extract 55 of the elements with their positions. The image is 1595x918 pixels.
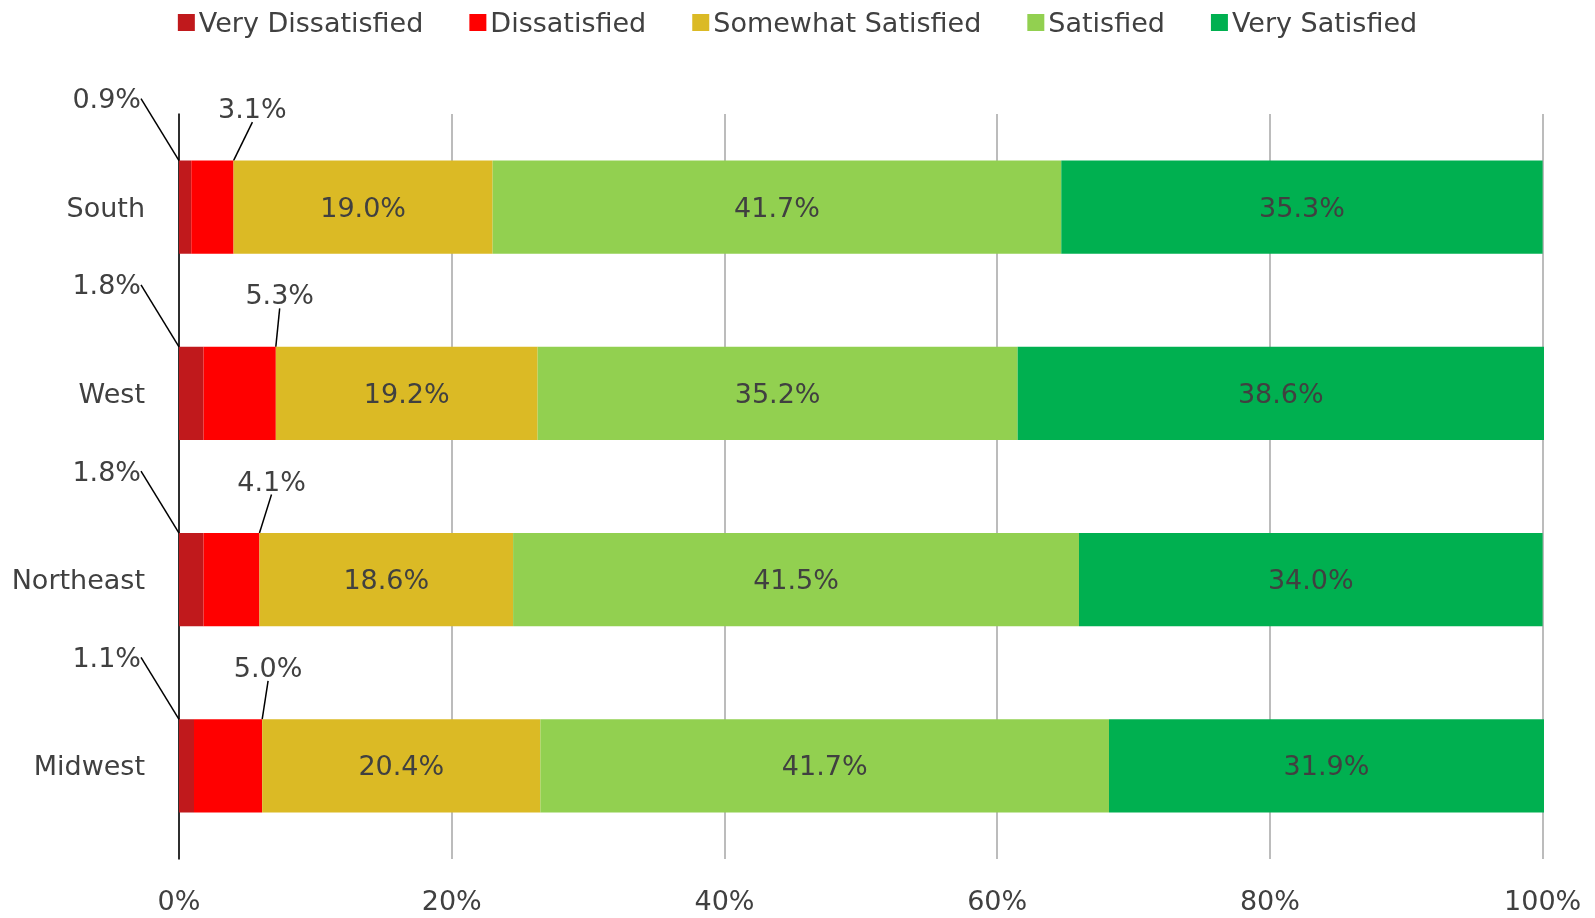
x-tick-label: 20% [421, 885, 482, 916]
bar [194, 719, 263, 813]
legend-label: Somewhat Satisfied [713, 7, 982, 38]
x-tick-label: 100% [1504, 885, 1582, 916]
data-label: 1.8% [72, 455, 141, 487]
data-label: 41.7% [781, 750, 868, 782]
data-label: 20.4% [358, 750, 445, 782]
data-label: 1.8% [72, 269, 141, 301]
x-tick-label: 60% [967, 885, 1028, 916]
legend-label: Very Dissatisfied [198, 7, 424, 38]
bar [179, 346, 204, 440]
data-label: 1.1% [72, 641, 141, 673]
bar [262, 719, 541, 813]
bar [537, 346, 1018, 440]
data-label: 19.0% [320, 191, 406, 223]
data-label: 31.9% [1283, 750, 1370, 782]
bar [1109, 719, 1544, 813]
data-label: 19.2% [363, 377, 450, 409]
bar [179, 533, 204, 627]
data-label: 3.1% [218, 93, 287, 125]
bar [203, 533, 260, 627]
y-tick-label: South [66, 191, 145, 223]
bar [1061, 160, 1543, 254]
data-label: 41.5% [753, 564, 839, 596]
data-label: 41.7% [734, 191, 820, 223]
bar [179, 719, 194, 813]
data-label: 5.3% [245, 279, 314, 311]
x-tick-label: 40% [694, 885, 755, 916]
bar [275, 346, 538, 440]
data-label: 0.9% [72, 83, 141, 115]
bar [259, 533, 514, 627]
legend-label: Satisfied [1048, 7, 1165, 38]
y-tick-label: West [78, 377, 145, 409]
x-tick-label: 80% [1239, 885, 1300, 916]
x-tick-label: 0% [157, 885, 201, 916]
bar [1017, 346, 1544, 440]
bar [233, 160, 493, 254]
legend-label: Very Satisfied [1231, 7, 1418, 38]
bar [191, 160, 234, 254]
bar [492, 160, 1062, 254]
y-tick-label: Midwest [33, 750, 145, 782]
bar [513, 533, 1079, 627]
bar [1079, 533, 1543, 627]
bar [540, 719, 1109, 813]
data-label: 18.6% [343, 564, 430, 596]
data-label: 38.6% [1237, 377, 1324, 409]
data-label: 4.1% [237, 465, 306, 497]
data-label: 35.2% [734, 377, 821, 409]
data-label: 35.3% [1259, 191, 1345, 223]
bar [203, 346, 276, 440]
bar [179, 160, 192, 254]
data-label: 5.0% [233, 651, 303, 683]
legend-label: Dissatisfied [490, 7, 647, 38]
data-label: 34.0% [1267, 564, 1354, 596]
y-tick-label: Northeast [11, 564, 145, 596]
